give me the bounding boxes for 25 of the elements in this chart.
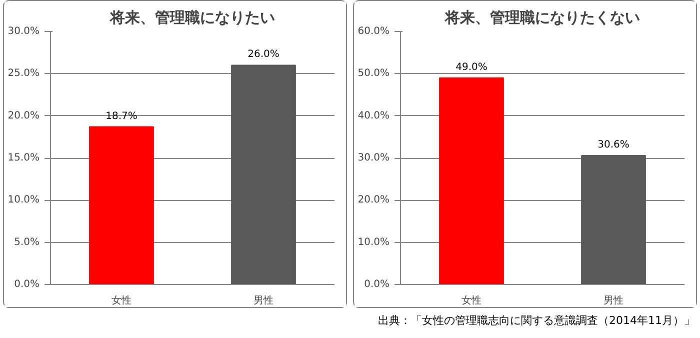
y-tick-label: 10.0% bbox=[358, 236, 390, 248]
chart-title: 将来、管理職になりたい bbox=[109, 8, 275, 26]
data-label: 49.0% bbox=[456, 62, 488, 73]
y-tick-label: 20.0% bbox=[8, 110, 40, 122]
y-tick-label: 25.0% bbox=[8, 68, 40, 80]
data-label: 18.7% bbox=[106, 110, 138, 122]
y-tick-label: 10.0% bbox=[8, 194, 40, 206]
data-label: 26.0% bbox=[248, 49, 280, 60]
source-note: 出典：「女性の管理職志向に関する意識調査（2014年11月）」 bbox=[378, 313, 695, 329]
y-tick-label: 0.0% bbox=[364, 279, 390, 290]
y-tick-label: 40.0% bbox=[358, 110, 390, 122]
y-tick-label: 50.0% bbox=[358, 68, 390, 80]
x-tick-label: 女性 bbox=[462, 294, 482, 306]
x-tick-label: 男性 bbox=[254, 294, 274, 306]
y-tick-label: 60.0% bbox=[358, 26, 390, 37]
y-tick-label: 15.0% bbox=[8, 152, 40, 164]
y-tick-label: 5.0% bbox=[14, 236, 40, 248]
data-label: 30.6% bbox=[598, 139, 630, 150]
y-tick-label: 0.0% bbox=[14, 279, 40, 290]
x-tick-label: 男性 bbox=[604, 294, 624, 306]
y-tick-label: 30.0% bbox=[8, 26, 40, 37]
y-tick-label: 20.0% bbox=[358, 194, 390, 206]
x-tick-label: 女性 bbox=[112, 294, 132, 306]
chart-title: 将来、管理職になりたくない bbox=[444, 8, 640, 26]
y-tick-label: 30.0% bbox=[358, 152, 390, 164]
